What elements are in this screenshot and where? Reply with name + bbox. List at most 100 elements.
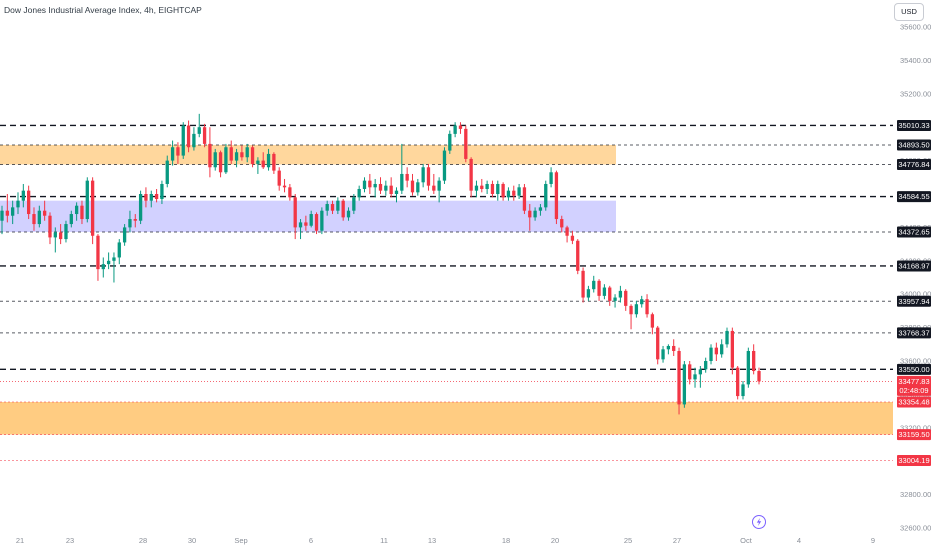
level-price-tag-5[interactable]: 34168.97 <box>897 260 931 272</box>
level-price-tag-8[interactable]: 33550.00 <box>897 363 931 375</box>
candle[interactable] <box>32 207 36 231</box>
candle[interactable] <box>384 180 388 196</box>
candle[interactable] <box>122 224 127 246</box>
candle[interactable] <box>368 173 372 194</box>
level-price-tag-1[interactable]: 34893.50 <box>897 139 931 151</box>
candle[interactable] <box>725 327 729 348</box>
candle[interactable] <box>661 345 665 363</box>
candle[interactable] <box>496 180 500 201</box>
candle[interactable] <box>389 177 393 198</box>
level-price-tag-2[interactable]: 34776.84 <box>897 158 931 170</box>
candle[interactable] <box>373 178 377 198</box>
candle[interactable] <box>704 357 708 373</box>
candle[interactable] <box>757 367 761 385</box>
candle[interactable] <box>218 150 223 178</box>
candle[interactable] <box>176 142 180 164</box>
level-price-tag-7[interactable]: 33768.37 <box>897 327 931 339</box>
candle[interactable] <box>266 148 271 171</box>
candle[interactable] <box>618 285 623 303</box>
candle[interactable] <box>240 145 244 161</box>
candle[interactable] <box>533 207 537 221</box>
candle[interactable] <box>250 145 255 168</box>
candle[interactable] <box>27 185 31 220</box>
candle[interactable] <box>117 239 121 265</box>
candle[interactable] <box>282 178 287 193</box>
candle[interactable] <box>277 167 281 191</box>
candle[interactable] <box>421 163 425 188</box>
candle[interactable] <box>128 210 132 233</box>
candle[interactable] <box>512 185 516 201</box>
candle[interactable] <box>714 342 719 361</box>
candle[interactable] <box>42 200 47 221</box>
candle[interactable] <box>336 197 340 215</box>
candle[interactable] <box>320 207 324 235</box>
candle[interactable] <box>362 177 367 193</box>
candle[interactable] <box>298 219 303 240</box>
candle[interactable] <box>394 187 399 203</box>
candle[interactable] <box>272 152 276 174</box>
candle[interactable] <box>21 183 25 208</box>
candle[interactable] <box>352 194 356 215</box>
candle[interactable] <box>474 180 479 198</box>
candle[interactable] <box>565 225 569 243</box>
candle[interactable] <box>90 177 95 245</box>
candle[interactable] <box>405 167 409 188</box>
candle[interactable] <box>192 127 196 151</box>
candle[interactable] <box>357 185 361 201</box>
candle[interactable] <box>688 361 692 385</box>
candle[interactable] <box>666 344 671 355</box>
candle[interactable] <box>101 257 105 278</box>
candle[interactable] <box>261 152 265 169</box>
candle[interactable] <box>181 122 185 159</box>
level-price-tag-0[interactable]: 35010.33 <box>897 119 931 131</box>
candle[interactable] <box>234 148 239 168</box>
candle[interactable] <box>186 120 191 153</box>
candle[interactable] <box>576 239 580 275</box>
candle[interactable] <box>736 366 740 400</box>
candle[interactable] <box>554 170 559 225</box>
candle[interactable] <box>693 367 697 388</box>
candle[interactable] <box>304 215 308 231</box>
candle[interactable] <box>469 157 473 198</box>
candle[interactable] <box>378 177 383 194</box>
candle[interactable] <box>464 125 468 163</box>
candle[interactable] <box>730 327 734 375</box>
candle[interactable] <box>410 173 415 196</box>
candle[interactable] <box>602 284 607 300</box>
candle[interactable] <box>485 180 489 194</box>
candle[interactable] <box>698 366 703 388</box>
level-price-tag-10[interactable]: 33159.50 <box>897 429 931 441</box>
candle[interactable] <box>160 180 164 205</box>
candle[interactable] <box>213 148 217 171</box>
candle[interactable] <box>53 227 57 253</box>
candle[interactable] <box>325 200 329 216</box>
candle[interactable] <box>437 177 441 203</box>
candle[interactable] <box>624 289 628 311</box>
candle[interactable] <box>501 182 505 201</box>
candle[interactable] <box>522 183 527 215</box>
candle[interactable] <box>544 180 548 211</box>
candle[interactable] <box>165 155 169 188</box>
candle[interactable] <box>480 178 484 193</box>
candle[interactable] <box>341 199 345 221</box>
candle[interactable] <box>448 130 452 154</box>
level-price-tag-3[interactable]: 34584.55 <box>897 191 931 203</box>
candle[interactable] <box>5 194 9 223</box>
candle[interactable] <box>645 294 649 318</box>
lightning-icon[interactable] <box>752 515 766 529</box>
candle[interactable] <box>0 205 4 235</box>
candle[interactable] <box>69 210 73 228</box>
candle[interactable] <box>634 300 639 318</box>
candle[interactable] <box>597 279 601 301</box>
candle[interactable] <box>74 202 79 221</box>
candle[interactable] <box>11 200 15 225</box>
candle[interactable] <box>752 344 756 375</box>
candle[interactable] <box>170 140 175 166</box>
candle[interactable] <box>224 143 228 174</box>
candle[interactable] <box>682 361 687 408</box>
candle[interactable] <box>16 192 20 215</box>
candle[interactable] <box>677 347 681 415</box>
level-price-tag-4[interactable]: 34372.65 <box>897 226 931 238</box>
candle[interactable] <box>138 190 143 225</box>
